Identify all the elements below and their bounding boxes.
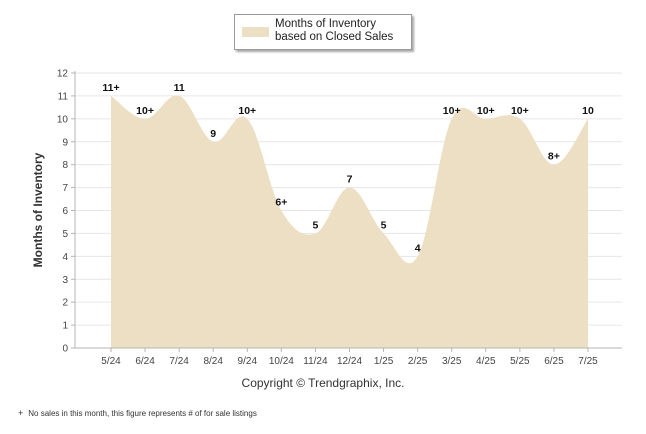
- data-label: 10+: [477, 105, 495, 117]
- data-label: 5: [381, 219, 387, 231]
- x-tick-label: 9/24: [238, 356, 258, 367]
- x-tick-label: 8/24: [203, 356, 223, 367]
- y-tick-label: 6: [62, 206, 68, 217]
- y-tick-label: 3: [62, 275, 68, 286]
- y-tick-label: 1: [62, 321, 68, 332]
- x-tick-label: 6/25: [544, 356, 564, 367]
- x-tick-label: 2/25: [408, 356, 428, 367]
- data-label: 9: [210, 128, 216, 140]
- data-label: 7: [347, 174, 353, 186]
- data-label: 6+: [275, 197, 287, 209]
- legend: Months of Inventory based on Closed Sale…: [234, 14, 412, 50]
- y-tick-label: 7: [62, 183, 68, 194]
- x-tick-label: 7/24: [169, 356, 189, 367]
- data-label: 4: [415, 242, 421, 254]
- data-label: 5: [313, 219, 319, 231]
- data-label: 11+: [102, 82, 119, 94]
- inventory-area: [111, 95, 588, 349]
- x-tick-label: 7/25: [578, 356, 598, 367]
- x-tick-label: 5/25: [510, 356, 530, 367]
- y-tick-label: 5: [62, 229, 68, 240]
- y-tick-label: 9: [62, 137, 68, 148]
- data-label: 10+: [238, 105, 256, 117]
- y-tick-label: 2: [62, 298, 68, 309]
- data-label: 8+: [548, 151, 560, 163]
- copyright-text: Copyright © Trendgraphix, Inc.: [241, 376, 405, 390]
- y-tick-label: 12: [57, 69, 69, 80]
- x-tick-label: 6/24: [135, 356, 155, 367]
- y-tick-label: 10: [57, 114, 69, 125]
- data-label: 10+: [511, 105, 529, 117]
- y-tick-label: 8: [62, 160, 68, 171]
- y-tick-label: 4: [62, 252, 68, 263]
- x-tick-label: 12/24: [337, 356, 362, 367]
- x-tick-label: 11/24: [303, 356, 328, 367]
- legend-label: Months of Inventory based on Closed Sale…: [275, 18, 394, 43]
- footnote-text: No sales in this month, this figure repr…: [28, 409, 257, 418]
- data-label: 10+: [443, 105, 461, 117]
- x-tick-label: 5/24: [101, 356, 121, 367]
- data-label: 10+: [136, 105, 154, 117]
- x-tick-label: 3/25: [442, 356, 462, 367]
- data-label: 10: [582, 105, 594, 117]
- legend-swatch: [242, 27, 269, 37]
- x-tick-label: 4/25: [476, 356, 496, 367]
- y-tick-label: 0: [62, 344, 68, 355]
- x-tick-label: 10/24: [269, 356, 294, 367]
- data-labels: 11+ 10+ 11 9 10+ 6+ 5 7 5 4 10+ 10+ 10+ 8+ 10: [102, 82, 594, 254]
- y-tick-label: 11: [58, 91, 69, 102]
- data-label: 11: [174, 82, 185, 94]
- footnote-symbol: +: [18, 408, 24, 418]
- y-axis-label: Months of Inventory: [31, 152, 45, 267]
- x-tick-label: 1/25: [374, 356, 394, 367]
- x-tick-labels: 5/24 6/24 7/24 8/24 9/24 10/24 11/24 12/24 1/25 2…: [101, 348, 598, 367]
- footnote: + No sales in this month, this figure rep…: [18, 408, 257, 418]
